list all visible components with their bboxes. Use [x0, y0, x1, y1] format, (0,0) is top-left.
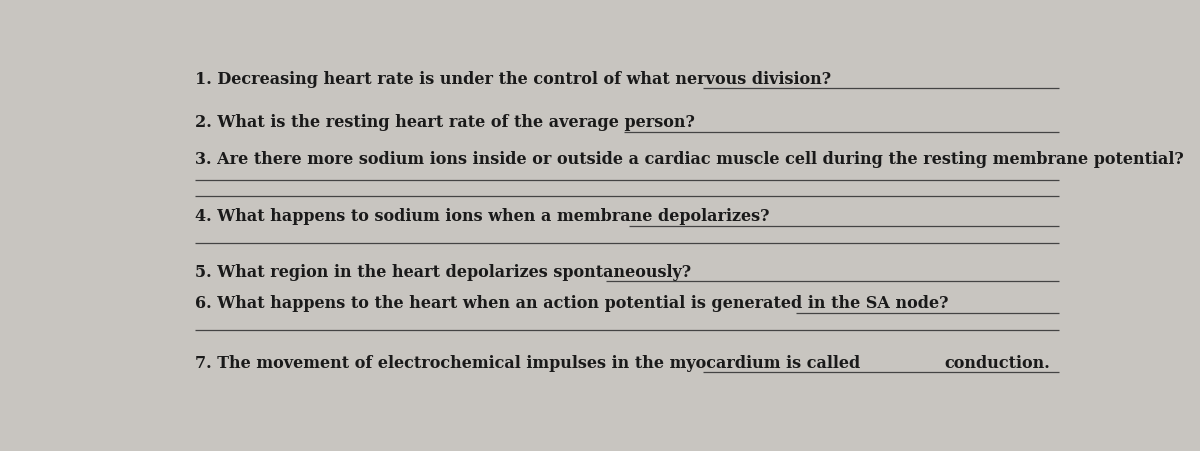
Text: 1. Decreasing heart rate is under the control of what nervous division?: 1. Decreasing heart rate is under the co…: [194, 71, 830, 87]
Text: 3. Are there more sodium ions inside or outside a cardiac muscle cell during the: 3. Are there more sodium ions inside or …: [194, 151, 1183, 167]
Text: 5. What region in the heart depolarizes spontaneously?: 5. What region in the heart depolarizes …: [194, 263, 691, 281]
Text: conduction.: conduction.: [944, 354, 1050, 371]
Text: 7. The movement of electrochemical impulses in the myocardium is called: 7. The movement of electrochemical impul…: [194, 354, 860, 371]
Text: 2. What is the resting heart rate of the average person?: 2. What is the resting heart rate of the…: [194, 114, 695, 131]
Text: 4. What happens to sodium ions when a membrane depolarizes?: 4. What happens to sodium ions when a me…: [194, 208, 769, 225]
Text: 6. What happens to the heart when an action potential is generated in the SA nod: 6. What happens to the heart when an act…: [194, 295, 948, 312]
